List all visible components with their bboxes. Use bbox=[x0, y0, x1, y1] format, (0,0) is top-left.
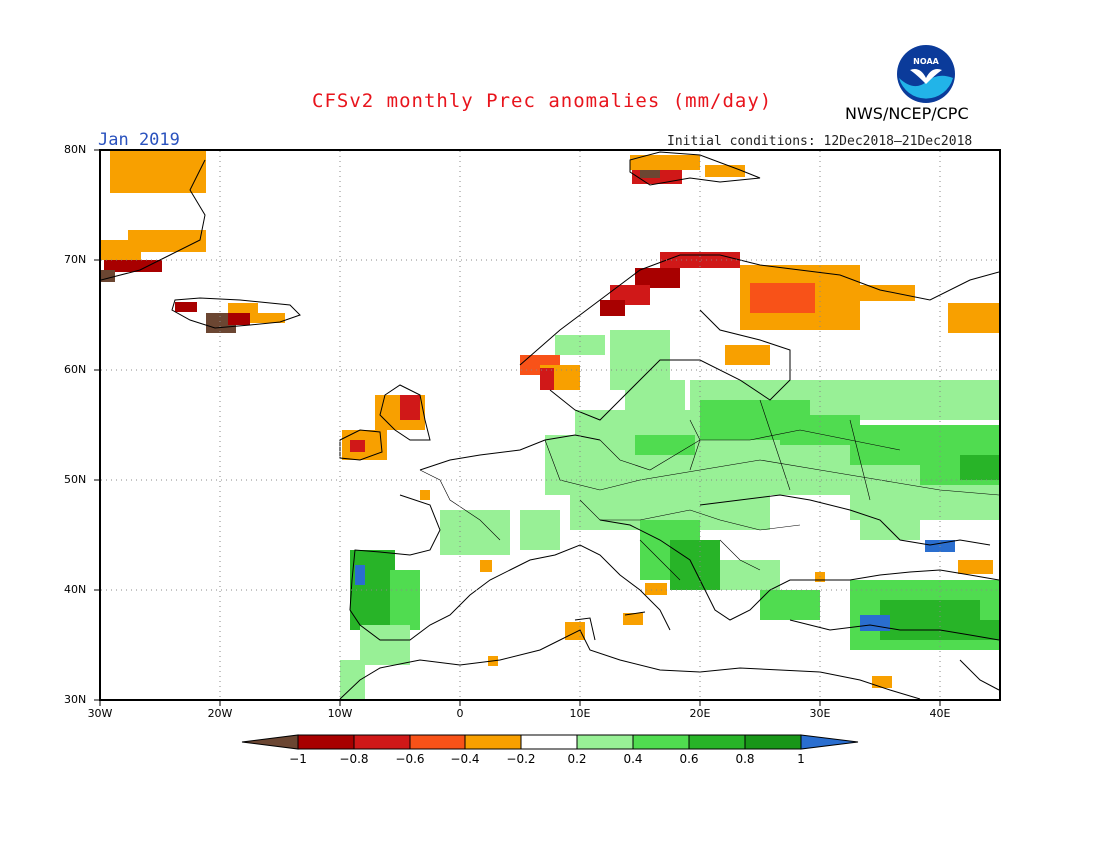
borders bbox=[419, 399, 999, 581]
colorbar-label: 0.4 bbox=[623, 752, 643, 766]
turkey-anomaly bbox=[850, 540, 999, 688]
map-frame bbox=[99, 149, 1001, 701]
colorbar-bin-4 bbox=[464, 734, 522, 750]
lat-label: 70N bbox=[64, 253, 87, 266]
norway-coast-anomaly bbox=[520, 252, 740, 390]
colorbar-bin-8 bbox=[688, 734, 746, 750]
initial-conditions: Initial conditions: 12Dec2018–21Dec2018 bbox=[667, 134, 973, 149]
colorbar-bin-3 bbox=[409, 734, 466, 750]
colorbar-label: −1 bbox=[289, 752, 307, 766]
agency-label: NWS/NCEP/CPC bbox=[845, 104, 969, 123]
lon-label: 30W bbox=[87, 707, 113, 720]
colorbar-bin-6 bbox=[576, 734, 634, 750]
lat-label: 50N bbox=[64, 473, 87, 486]
britain-ireland-anomaly bbox=[342, 395, 425, 460]
colorbar-label: −0.8 bbox=[339, 752, 369, 766]
colorbar bbox=[241, 734, 859, 750]
greenland-dry-core bbox=[101, 260, 162, 282]
noaa-logo-text: NOAA bbox=[913, 57, 939, 66]
lat-label: 30N bbox=[64, 693, 87, 706]
lon-label: 40E bbox=[929, 707, 951, 720]
colorbar-bin-2 bbox=[353, 734, 411, 750]
colorbar-label: −0.6 bbox=[395, 752, 425, 766]
iberia-anomaly bbox=[340, 550, 420, 699]
colorbar-label: −0.2 bbox=[506, 752, 536, 766]
lat-label: 40N bbox=[64, 583, 87, 596]
lon-label: 10E bbox=[569, 707, 591, 720]
lon-label: 30E bbox=[809, 707, 831, 720]
iceland-anomaly bbox=[175, 302, 285, 333]
tick-marks bbox=[94, 149, 941, 706]
lat-label: 60N bbox=[64, 363, 87, 376]
colorbar-high-arrow bbox=[800, 734, 859, 750]
forecast-month: Jan 2019 bbox=[98, 130, 180, 150]
greenland-anomaly bbox=[101, 151, 206, 260]
colorbar-label: 0.6 bbox=[679, 752, 699, 766]
lon-label: 10W bbox=[327, 707, 353, 720]
colorbar-label: −0.4 bbox=[450, 752, 480, 766]
europe-wet-strong bbox=[670, 455, 999, 590]
colorbar-label: 0.2 bbox=[567, 752, 587, 766]
chart-title: CFSv2 monthly Prec anomalies (mm/day) bbox=[312, 90, 773, 112]
colorbar-label: 0.8 bbox=[735, 752, 755, 766]
lon-label: 20W bbox=[207, 707, 233, 720]
svalbard-anomaly bbox=[630, 155, 745, 184]
colorbar-bin-7 bbox=[632, 734, 690, 750]
lon-label: 20E bbox=[689, 707, 711, 720]
lon-label: 0 bbox=[456, 707, 464, 720]
colorbar-bin-9 bbox=[744, 734, 802, 750]
colorbar-label: 1 bbox=[797, 752, 805, 766]
colorbar-bin-5 bbox=[520, 734, 578, 750]
noaa-logo: NOAA bbox=[897, 45, 955, 103]
colorbar-bin-1 bbox=[297, 734, 355, 750]
finland-russia-anomaly bbox=[725, 265, 999, 365]
colorbar-low-arrow bbox=[241, 734, 299, 750]
lat-label: 80N bbox=[64, 143, 87, 156]
